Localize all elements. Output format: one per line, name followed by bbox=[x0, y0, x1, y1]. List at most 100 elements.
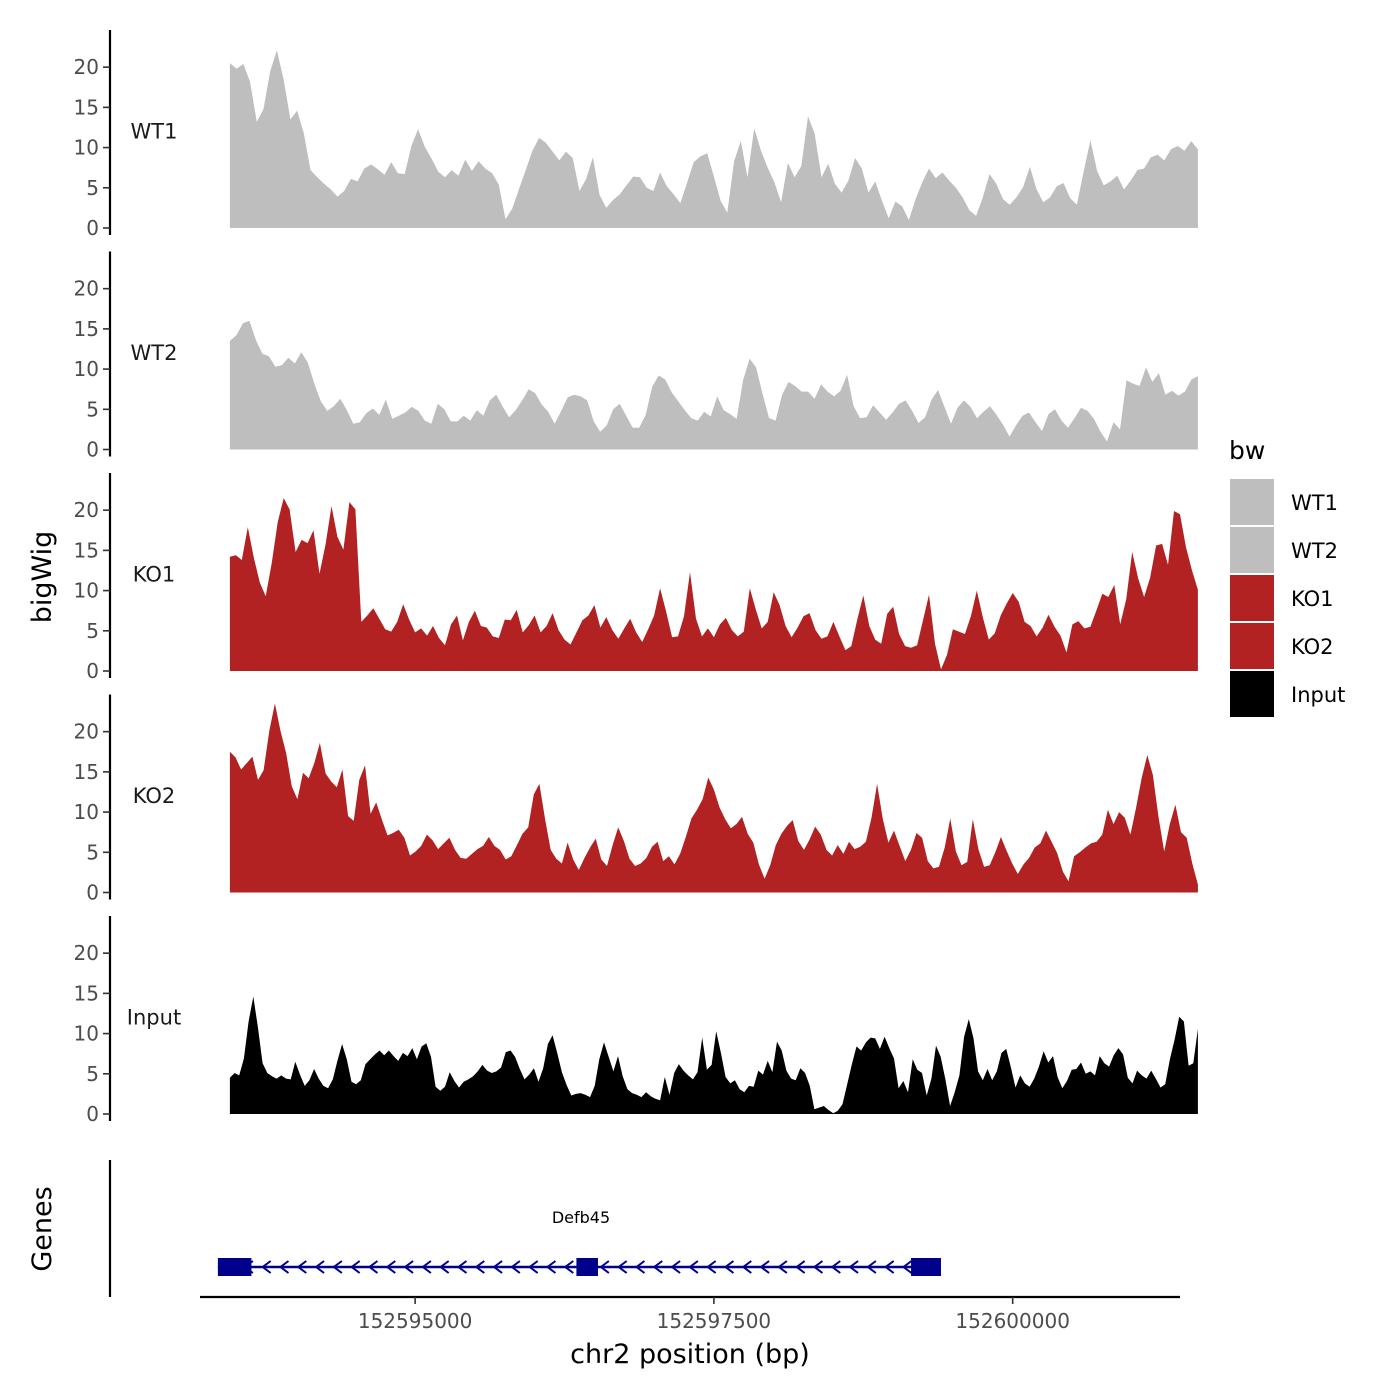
y-tick-label: 10 bbox=[74, 357, 99, 381]
y-tick-label: 0 bbox=[86, 438, 99, 462]
strand-arrow bbox=[563, 1260, 574, 1274]
y-tick-label: 15 bbox=[74, 317, 99, 341]
strand-arrow bbox=[848, 1260, 859, 1274]
y-tick-label: 5 bbox=[86, 1062, 99, 1086]
legend-swatch bbox=[1230, 623, 1274, 669]
y-tick-label: 0 bbox=[86, 659, 99, 683]
strand-arrow bbox=[741, 1260, 752, 1274]
gene-label: Defb45 bbox=[552, 1208, 610, 1227]
y-tick-label: 15 bbox=[74, 538, 99, 562]
y-tick-label: 20 bbox=[74, 720, 99, 744]
legend-swatch bbox=[1230, 527, 1274, 573]
y-tick-label: 0 bbox=[86, 216, 99, 240]
strand-arrow bbox=[901, 1260, 913, 1274]
x-tick-label: 152600000 bbox=[955, 1309, 1070, 1333]
y-tick-label: 20 bbox=[74, 55, 99, 79]
y-tick-label: 15 bbox=[74, 981, 99, 1005]
strand-arrow bbox=[510, 1260, 521, 1274]
x-tick-label: 152595000 bbox=[358, 1309, 473, 1333]
strand-arrow bbox=[474, 1260, 485, 1274]
strand-arrow bbox=[652, 1260, 663, 1274]
strand-arrow bbox=[456, 1260, 468, 1274]
legend-item-wt2: WT2 bbox=[1230, 527, 1338, 573]
y-tick-label: 5 bbox=[86, 176, 99, 200]
exon-block bbox=[576, 1258, 598, 1276]
track-panel-input: 0 5 10 15 20 Input bbox=[74, 916, 1198, 1126]
legend-item-ko2: KO2 bbox=[1230, 623, 1334, 669]
strand-arrow bbox=[385, 1260, 396, 1274]
legend-label: WT2 bbox=[1291, 539, 1338, 563]
track-panel-wt1: 0 5 10 15 20 WT1 bbox=[74, 30, 1198, 240]
y-tick-label: 5 bbox=[86, 397, 99, 421]
strand-arrow bbox=[634, 1260, 646, 1274]
y-tick-label: 10 bbox=[74, 579, 99, 603]
strand-arrow bbox=[759, 1260, 770, 1274]
y-tick-label: 20 bbox=[74, 498, 99, 522]
strand-arrow bbox=[332, 1260, 343, 1274]
legend-item-ko1: KO1 bbox=[1230, 575, 1334, 621]
legend-swatch bbox=[1230, 575, 1274, 621]
genes-axis-title: Genes bbox=[27, 1186, 58, 1271]
strand-arrow bbox=[296, 1260, 307, 1274]
track-label-ko2: KO2 bbox=[133, 784, 176, 808]
legend-item-input: Input bbox=[1230, 671, 1345, 717]
legend-label: KO2 bbox=[1291, 635, 1334, 659]
strand-arrow bbox=[670, 1260, 681, 1274]
track-panel-ko1: 0 5 10 15 20 KO1 bbox=[74, 473, 1198, 683]
legend-label: WT1 bbox=[1291, 491, 1338, 515]
strand-arrow bbox=[617, 1260, 628, 1274]
track-panel-ko2: 0 5 10 15 20 KO2 bbox=[74, 694, 1198, 905]
coverage-area-ko1 bbox=[229, 498, 1198, 671]
coverage-area-input bbox=[229, 996, 1198, 1114]
y-tick-label: 5 bbox=[86, 840, 99, 864]
legend-swatch bbox=[1230, 479, 1274, 525]
y-tick-label: 0 bbox=[86, 881, 99, 905]
strand-arrow bbox=[706, 1260, 717, 1274]
track-label-wt2: WT2 bbox=[131, 341, 178, 365]
strand-arrow bbox=[723, 1260, 735, 1274]
y-tick-label: 20 bbox=[74, 941, 99, 965]
strand-arrow bbox=[439, 1260, 450, 1274]
exon-block bbox=[217, 1258, 252, 1276]
strand-arrow bbox=[777, 1260, 788, 1274]
strand-arrow bbox=[795, 1260, 806, 1274]
y-tick-label: 10 bbox=[74, 136, 99, 160]
strand-arrow bbox=[528, 1260, 539, 1274]
strand-arrow bbox=[812, 1260, 824, 1274]
x-axis-title: chr2 position (bp) bbox=[570, 1339, 810, 1370]
y-tick-label: 10 bbox=[74, 1022, 99, 1046]
strand-arrow bbox=[367, 1260, 379, 1274]
strand-arrow bbox=[830, 1260, 841, 1274]
strand-arrow bbox=[545, 1260, 557, 1274]
strand-arrow bbox=[866, 1260, 877, 1274]
y-tick-label: 0 bbox=[86, 1102, 99, 1126]
x-tick-label: 152597500 bbox=[657, 1309, 772, 1333]
strand-arrow bbox=[403, 1260, 414, 1274]
strand-arrow bbox=[492, 1260, 503, 1274]
track-label-wt1: WT1 bbox=[131, 120, 178, 144]
strand-arrow bbox=[350, 1260, 361, 1274]
strand-arrow bbox=[261, 1260, 272, 1274]
track-panel-wt2: 0 5 10 15 20 WT2 bbox=[74, 251, 1198, 462]
legend-label: Input bbox=[1291, 683, 1345, 707]
y-tick-label: 15 bbox=[74, 760, 99, 784]
strand-arrow bbox=[884, 1260, 895, 1274]
track-label-input: Input bbox=[127, 1006, 181, 1030]
y-axis-title: bigWig bbox=[27, 531, 58, 624]
y-tick-label: 15 bbox=[74, 95, 99, 119]
legend-title: bw bbox=[1229, 436, 1265, 465]
strand-arrow bbox=[278, 1260, 290, 1274]
track-label-ko1: KO1 bbox=[133, 563, 176, 587]
legend-item-wt1: WT1 bbox=[1230, 479, 1338, 525]
coverage-area-wt1 bbox=[229, 50, 1198, 228]
strand-arrow bbox=[599, 1260, 610, 1274]
coverage-area-wt2 bbox=[229, 320, 1198, 450]
strand-arrow bbox=[688, 1260, 699, 1274]
y-tick-label: 20 bbox=[74, 277, 99, 301]
strand-arrow bbox=[314, 1260, 325, 1274]
y-tick-label: 5 bbox=[86, 619, 99, 643]
legend-swatch bbox=[1230, 671, 1274, 717]
y-tick-label: 10 bbox=[74, 800, 99, 824]
legend-label: KO1 bbox=[1291, 587, 1334, 611]
